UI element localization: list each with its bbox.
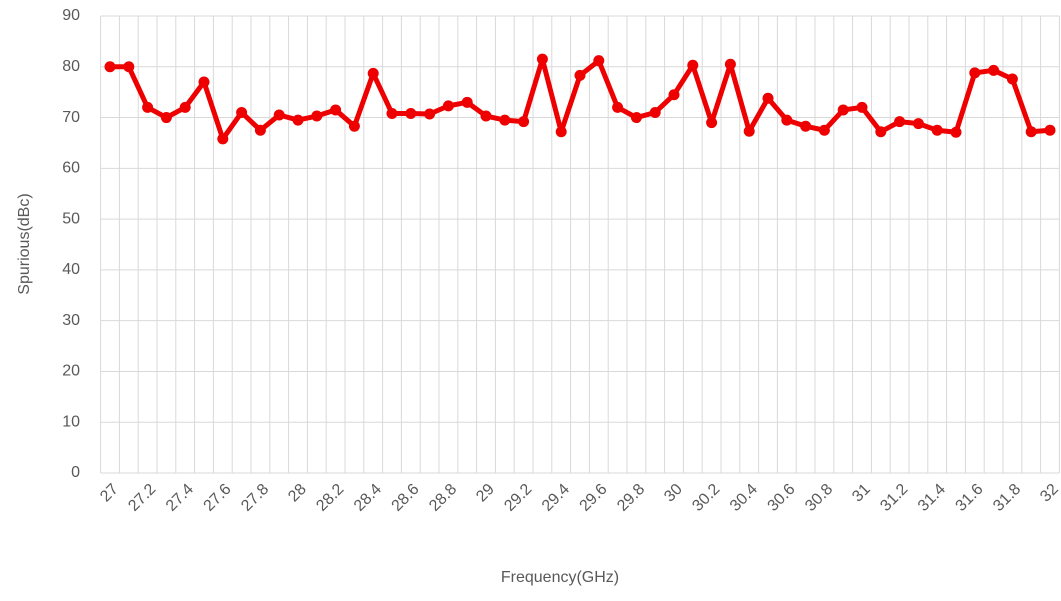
y-tick-label: 70 bbox=[62, 109, 80, 126]
point bbox=[1025, 126, 1037, 138]
x-tick-label: 27.8 bbox=[238, 481, 272, 515]
point bbox=[743, 125, 755, 137]
point bbox=[386, 107, 398, 119]
point bbox=[706, 117, 718, 129]
point bbox=[668, 89, 680, 101]
point bbox=[574, 69, 586, 81]
point bbox=[442, 100, 454, 112]
point bbox=[292, 114, 304, 126]
point bbox=[217, 133, 229, 145]
x-tick-label: 31 bbox=[849, 481, 874, 506]
point bbox=[518, 116, 530, 128]
x-tick-label: 30.4 bbox=[727, 481, 761, 515]
point bbox=[348, 120, 360, 132]
point bbox=[912, 118, 924, 130]
y-tick-label: 0 bbox=[71, 464, 80, 481]
point bbox=[499, 114, 511, 126]
point bbox=[424, 108, 436, 120]
point bbox=[367, 67, 379, 79]
point bbox=[254, 124, 266, 136]
point bbox=[856, 101, 868, 113]
point bbox=[593, 55, 605, 67]
x-tick-label: 31.6 bbox=[953, 481, 987, 515]
y-axis-title: Spurious(dBc) bbox=[16, 193, 33, 294]
point bbox=[724, 58, 736, 70]
x-tick-label: 28.6 bbox=[389, 481, 423, 515]
x-tick-label: 31.2 bbox=[877, 481, 911, 515]
point bbox=[988, 64, 1000, 76]
x-tick-label: 29 bbox=[473, 481, 498, 506]
x-tick-label: 30.6 bbox=[765, 481, 799, 515]
x-tick-label: 28.4 bbox=[351, 481, 385, 515]
x-tick-label: 29.6 bbox=[577, 481, 611, 515]
x-tick-label: 27 bbox=[97, 481, 122, 506]
point bbox=[1006, 73, 1018, 85]
y-tick-label: 60 bbox=[62, 160, 80, 177]
point bbox=[894, 116, 906, 128]
point bbox=[236, 106, 248, 118]
x-tick-label: 30.2 bbox=[689, 481, 723, 515]
point bbox=[931, 124, 943, 136]
x-tick-label: 30.8 bbox=[802, 481, 836, 515]
y-tick-label: 20 bbox=[62, 363, 80, 380]
x-tick-label: 28 bbox=[285, 481, 310, 506]
point bbox=[875, 126, 887, 138]
point bbox=[969, 67, 981, 79]
point bbox=[950, 126, 962, 138]
point bbox=[555, 126, 567, 138]
x-tick-label: 31.4 bbox=[915, 481, 949, 515]
point bbox=[142, 101, 154, 113]
point bbox=[330, 104, 342, 116]
x-tick-label: 27.4 bbox=[163, 481, 197, 515]
point bbox=[104, 61, 116, 73]
point bbox=[405, 107, 417, 119]
y-tick-label: 40 bbox=[62, 261, 80, 278]
point bbox=[273, 109, 285, 121]
point bbox=[160, 112, 172, 124]
y-tick-label: 90 bbox=[62, 7, 80, 24]
x-tick-label: 29.8 bbox=[614, 481, 648, 515]
point bbox=[781, 114, 793, 126]
y-tick-label: 80 bbox=[62, 58, 80, 75]
point bbox=[311, 110, 323, 122]
point bbox=[630, 112, 642, 124]
point bbox=[687, 59, 699, 71]
x-tick-label: 30 bbox=[661, 481, 686, 506]
point bbox=[762, 92, 774, 104]
point bbox=[800, 120, 812, 132]
point bbox=[818, 124, 830, 136]
x-tick-label: 28.2 bbox=[313, 481, 347, 515]
x-tick-label: 27.2 bbox=[125, 481, 159, 515]
point bbox=[649, 106, 661, 118]
point bbox=[837, 104, 849, 116]
x-tick-label: 29.4 bbox=[539, 481, 573, 515]
point bbox=[536, 53, 548, 65]
point bbox=[198, 76, 210, 88]
point bbox=[123, 61, 135, 73]
y-tick-label: 50 bbox=[62, 210, 80, 227]
x-tick-label: 31.8 bbox=[990, 481, 1024, 515]
point bbox=[612, 101, 624, 113]
point bbox=[461, 96, 473, 108]
x-tick-label: 32 bbox=[1037, 481, 1061, 506]
y-tick-label: 30 bbox=[62, 312, 80, 329]
point bbox=[1044, 124, 1056, 136]
x-tick-label: 29.2 bbox=[501, 481, 535, 515]
point bbox=[480, 110, 492, 122]
x-tick-label: 27.6 bbox=[201, 481, 235, 515]
x-axis-title: Frequency(GHz) bbox=[501, 569, 619, 586]
y-tick-label: 10 bbox=[62, 413, 80, 430]
x-tick-label: 28.8 bbox=[426, 481, 460, 515]
point bbox=[179, 101, 191, 113]
